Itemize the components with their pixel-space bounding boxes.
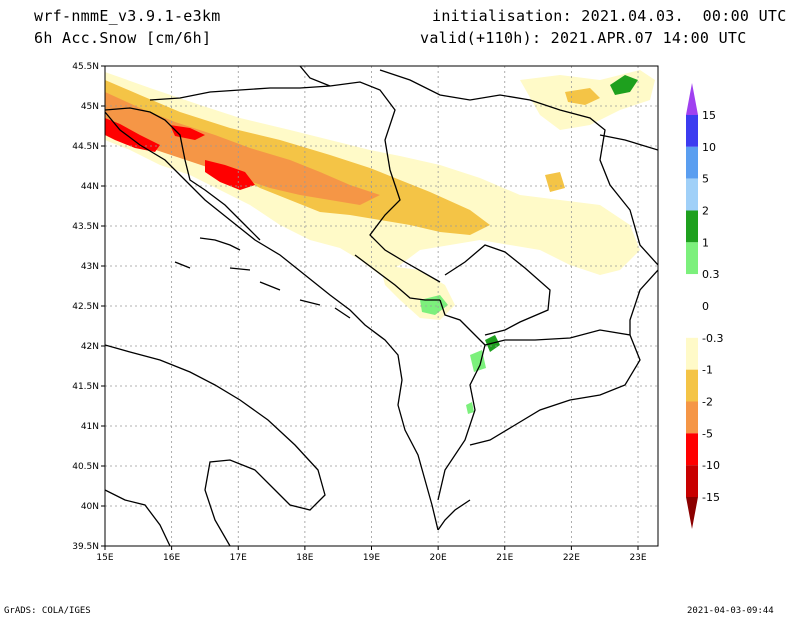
field-title: 6h Acc.Snow [cm/6h] xyxy=(34,29,212,47)
border-macedonia xyxy=(469,329,641,446)
green-patch-4 xyxy=(466,402,474,414)
green-patch-ne xyxy=(610,75,638,95)
colorbar-label: -15 xyxy=(702,491,720,504)
coastline-adriatic-east xyxy=(105,111,439,531)
border-romania-bulgaria xyxy=(599,134,658,151)
colorbar-label: 5 xyxy=(702,173,709,186)
colorbar-label: 0.3 xyxy=(702,268,720,281)
model-title: wrf-nmmE_v3.9.1-e3km xyxy=(34,7,221,25)
coastline-italy xyxy=(105,344,326,546)
colorbar-segment xyxy=(686,433,698,466)
lat-tick-label: 45N xyxy=(81,102,99,112)
colorbar-bottom-arrow xyxy=(686,497,698,529)
colorbar-label: -10 xyxy=(702,459,720,472)
snow-severe-north xyxy=(170,125,205,140)
lon-tick-label: 17E xyxy=(230,553,247,563)
lon-tick-label: 19E xyxy=(363,553,380,563)
lon-tick-label: 16E xyxy=(163,553,180,563)
colorbar-segment xyxy=(686,242,698,275)
colorbar-label: 1 xyxy=(702,236,709,249)
lat-tick-label: 43.5N xyxy=(72,222,99,232)
longitude-labels: 15E 16E 17E 18E 19E 20E 21E 22E 23E xyxy=(96,546,647,563)
colorbar-label: -0.3 xyxy=(702,332,723,345)
snow-severe-west xyxy=(105,118,160,152)
lat-tick-label: 42N xyxy=(81,342,99,352)
footer-left: GrADS: COLA/IGES xyxy=(4,606,91,616)
colorbar: 15 10 5 2 1 0.3 0 -0.3 -1 -2 -5 -10 -15 xyxy=(686,83,723,529)
lat-tick-label: 44N xyxy=(81,182,99,192)
colorbar-segment xyxy=(686,306,698,338)
snow-severe-central xyxy=(205,160,255,190)
boundaries xyxy=(105,66,658,546)
lat-tick-label: 43N xyxy=(81,262,99,272)
snow-moderate-east2 xyxy=(545,172,565,192)
lat-tick-label: 41N xyxy=(81,422,99,432)
coastline-italy-south xyxy=(105,489,171,546)
snow-heavy-area xyxy=(105,92,380,205)
colorbar-label: 10 xyxy=(702,141,716,154)
lon-tick-label: 15E xyxy=(96,553,113,563)
map-grid xyxy=(105,66,658,546)
colorbar-label: -1 xyxy=(702,364,713,377)
init-time: initialisation: 2021.04.03. 00:00 UTC xyxy=(432,7,787,25)
snow-moderate-area xyxy=(105,80,490,235)
border-bosnia-serbia xyxy=(149,81,441,283)
lon-tick-label: 20E xyxy=(430,553,447,563)
lon-tick-label: 18E xyxy=(296,553,313,563)
border-bulgaria xyxy=(629,269,658,335)
colorbar-segment xyxy=(686,146,698,179)
colorbar-segment xyxy=(686,115,698,147)
colorbar-segment xyxy=(686,274,698,306)
border-albania xyxy=(437,299,486,501)
coastline-greece xyxy=(437,499,471,531)
lat-tick-label: 45.5N xyxy=(72,62,99,72)
lat-tick-label: 39.5N xyxy=(72,542,99,552)
colorbar-segment xyxy=(686,401,698,434)
colorbar-label: 0 xyxy=(702,300,709,313)
colorbar-label: 15 xyxy=(702,109,716,122)
lat-tick-label: 44.5N xyxy=(72,142,99,152)
valid-time: valid(+110h): 2021.APR.07 14:00 UTC xyxy=(420,29,747,47)
colorbar-segment xyxy=(686,369,698,402)
lat-tick-label: 41.5N xyxy=(72,382,99,392)
border-kosovo xyxy=(444,244,551,336)
colorbar-label: -2 xyxy=(702,396,713,409)
border-montenegro xyxy=(354,254,440,301)
coast-islands xyxy=(174,237,351,319)
colorbar-segment xyxy=(686,337,698,370)
lat-tick-label: 40N xyxy=(81,502,99,512)
latitude-labels: 45.5N 45N 44.5N 44N 43.5N 43N 42.5N 42N 41.5N 41N… xyxy=(72,62,105,552)
lon-tick-label: 23E xyxy=(629,553,646,563)
lat-tick-label: 40.5N xyxy=(72,462,99,472)
snow-moderate-east xyxy=(565,88,600,105)
colorbar-segment xyxy=(686,465,698,497)
border-croatia-bosnia xyxy=(105,107,261,241)
colorbar-segment xyxy=(686,178,698,211)
lon-tick-label: 22E xyxy=(563,553,580,563)
colorbar-label: 2 xyxy=(702,205,709,218)
colorbar-label: -5 xyxy=(702,427,713,440)
border-serbia-romania xyxy=(379,69,658,266)
footer-right: 2021-04-03-09:44 xyxy=(687,606,774,616)
colorbar-top-arrow xyxy=(686,83,698,115)
lat-tick-label: 42.5N xyxy=(72,302,99,312)
colorbar-segment xyxy=(686,210,698,243)
lon-tick-label: 21E xyxy=(496,553,513,563)
border-hungary-serbia xyxy=(299,66,331,87)
